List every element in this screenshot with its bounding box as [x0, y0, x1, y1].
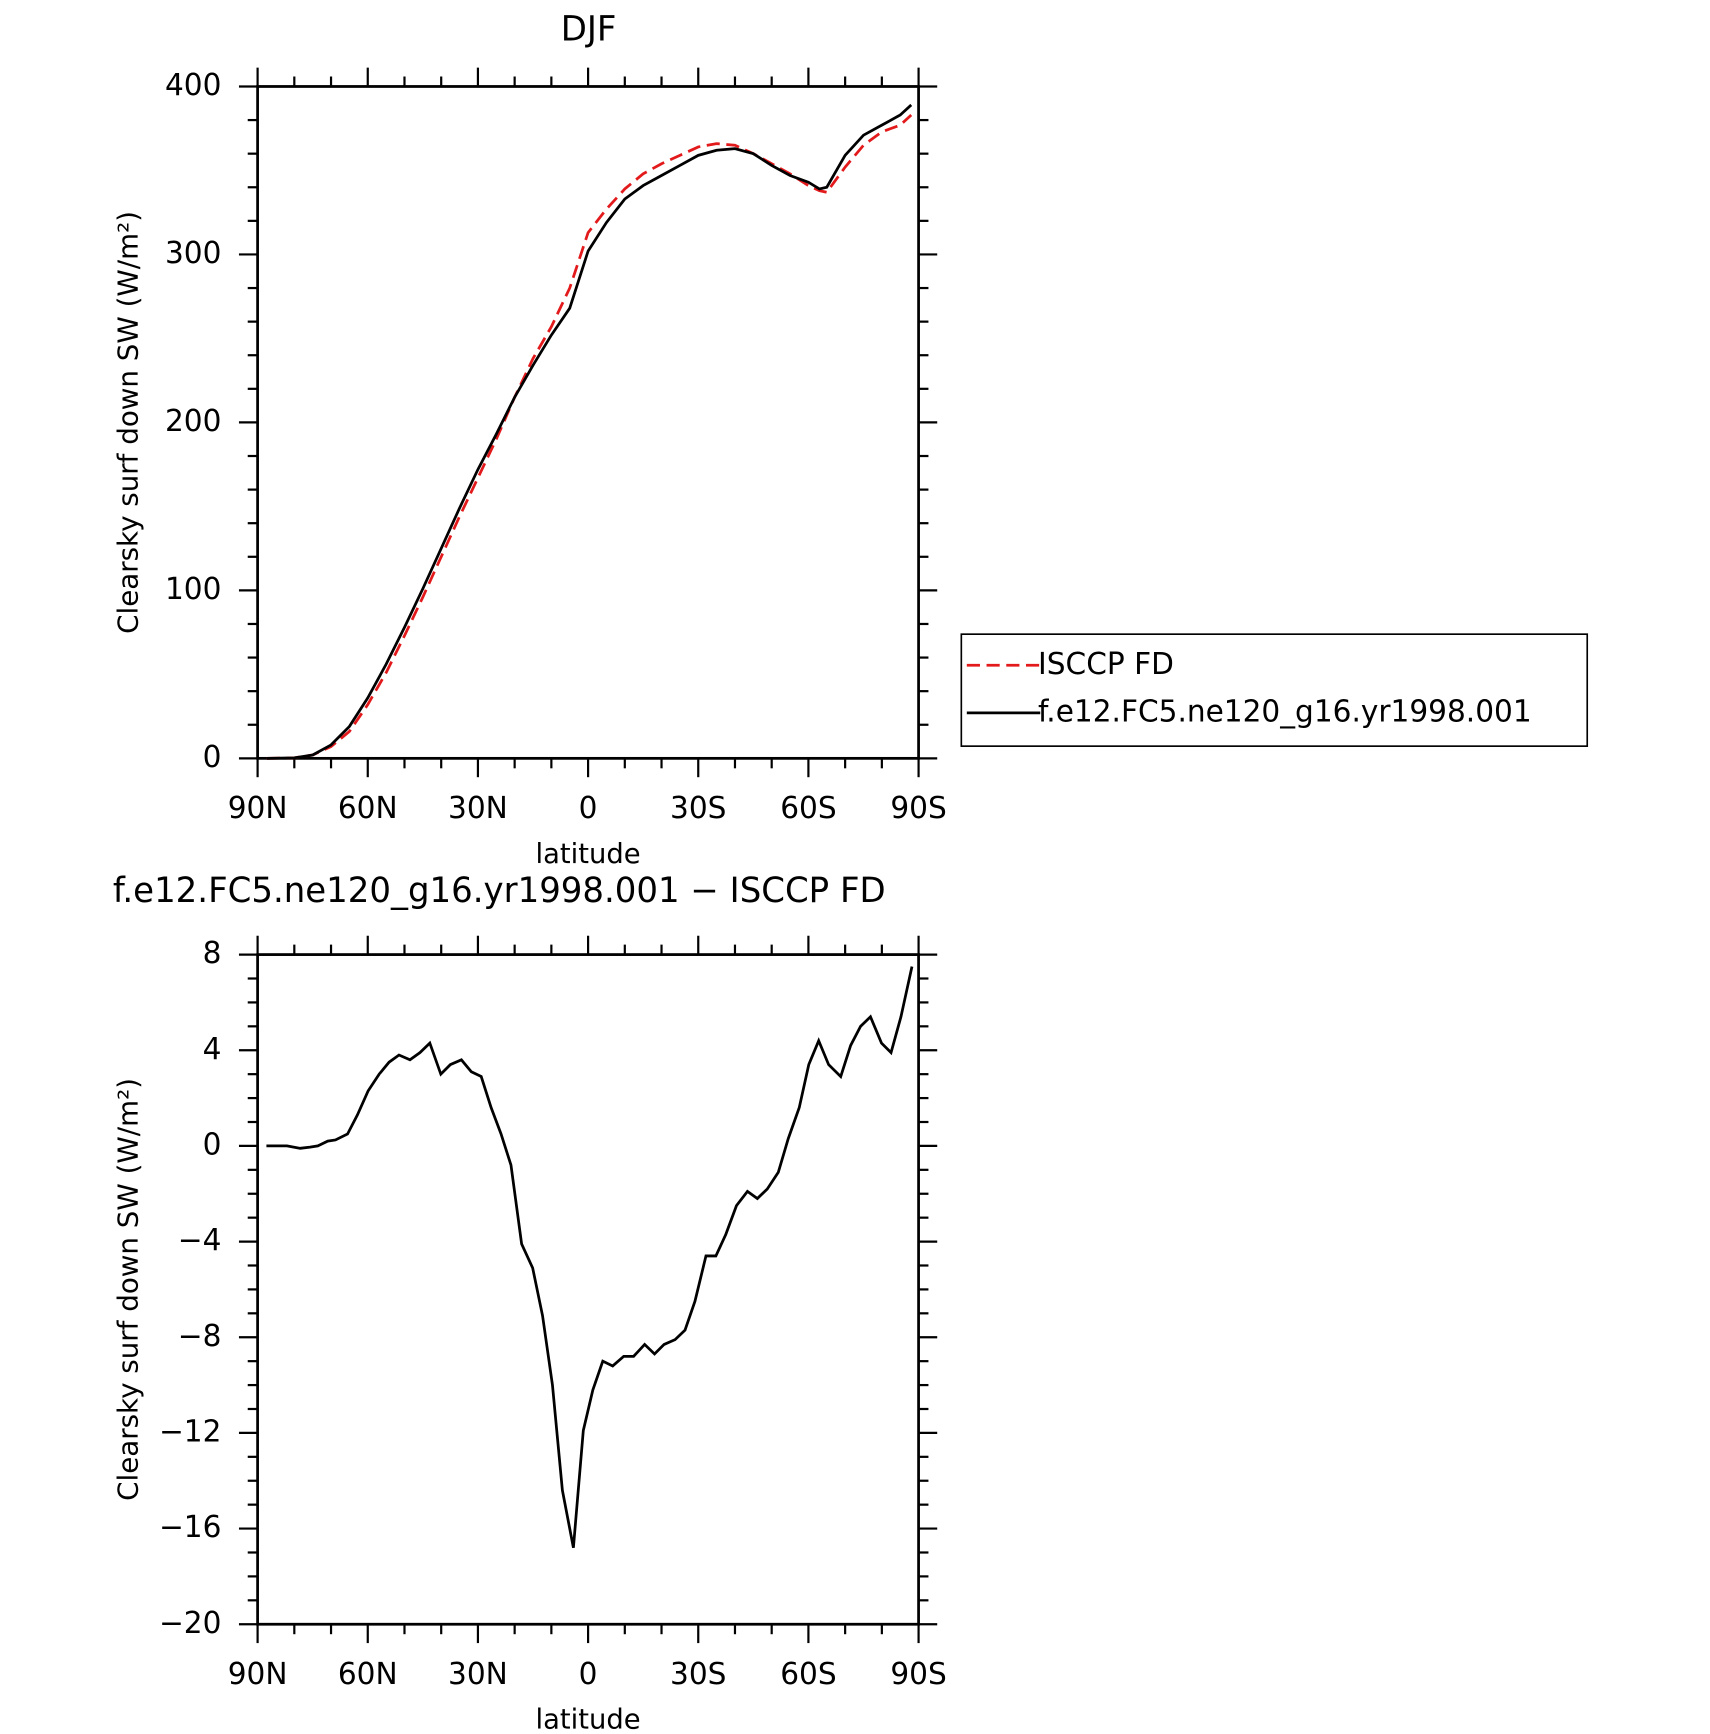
x-tick-label: 30N: [448, 1657, 508, 1692]
y-tick-label: 400: [165, 68, 221, 103]
legend-label: ISCCP FD: [1038, 647, 1174, 682]
x-tick-label: 90N: [228, 1657, 288, 1692]
x-tick-label: 60S: [780, 1657, 836, 1692]
y-tick-label: −20: [159, 1606, 221, 1641]
y-tick-label: −16: [159, 1510, 221, 1545]
plot-frame: [256, 85, 920, 760]
y-tick-label: −12: [159, 1414, 221, 1449]
legend-box: [960, 633, 1589, 747]
y-tick-label: −4: [178, 1223, 222, 1258]
data-line: [266, 966, 914, 1548]
legend-label: f.e12.FC5.ne120_g16.yr1998.001: [1038, 694, 1532, 729]
y-axis-label: Clearsky surf down SW (W/m²): [112, 211, 144, 634]
x-tick-label: 60N: [338, 1657, 398, 1692]
x-tick-label: 60N: [338, 791, 398, 826]
x-tick-label: 90N: [228, 791, 288, 826]
x-tick-label: 60S: [780, 791, 836, 826]
chart-title: DJF: [561, 9, 617, 49]
chart-title: f.e12.FC5.ne120_g16.yr1998.001 − ISCCP F…: [113, 871, 886, 911]
x-tick-label: 30S: [670, 791, 726, 826]
x-tick-label: 0: [579, 791, 598, 826]
y-tick-label: 0: [203, 740, 222, 775]
y-tick-label: 300: [165, 236, 221, 271]
x-tick-label: 30S: [670, 1657, 726, 1692]
x-axis-label: latitude: [536, 838, 641, 870]
y-tick-label: 0: [203, 1127, 222, 1162]
x-axis-label: latitude: [536, 1704, 641, 1734]
y-tick-label: 200: [165, 404, 221, 439]
x-tick-label: 30N: [448, 791, 508, 826]
plot-frame: [256, 953, 920, 1626]
x-tick-label: 90S: [890, 1657, 946, 1692]
y-axis-label: Clearsky surf down SW (W/m²): [112, 1078, 144, 1501]
y-tick-label: 4: [203, 1032, 222, 1067]
data-line: [266, 113, 913, 760]
data-line: [266, 103, 913, 760]
y-tick-label: −8: [178, 1319, 222, 1354]
y-tick-label: 100: [165, 572, 221, 607]
y-tick-label: 8: [203, 936, 222, 971]
x-tick-label: 0: [579, 1657, 598, 1692]
x-tick-label: 90S: [890, 791, 946, 826]
